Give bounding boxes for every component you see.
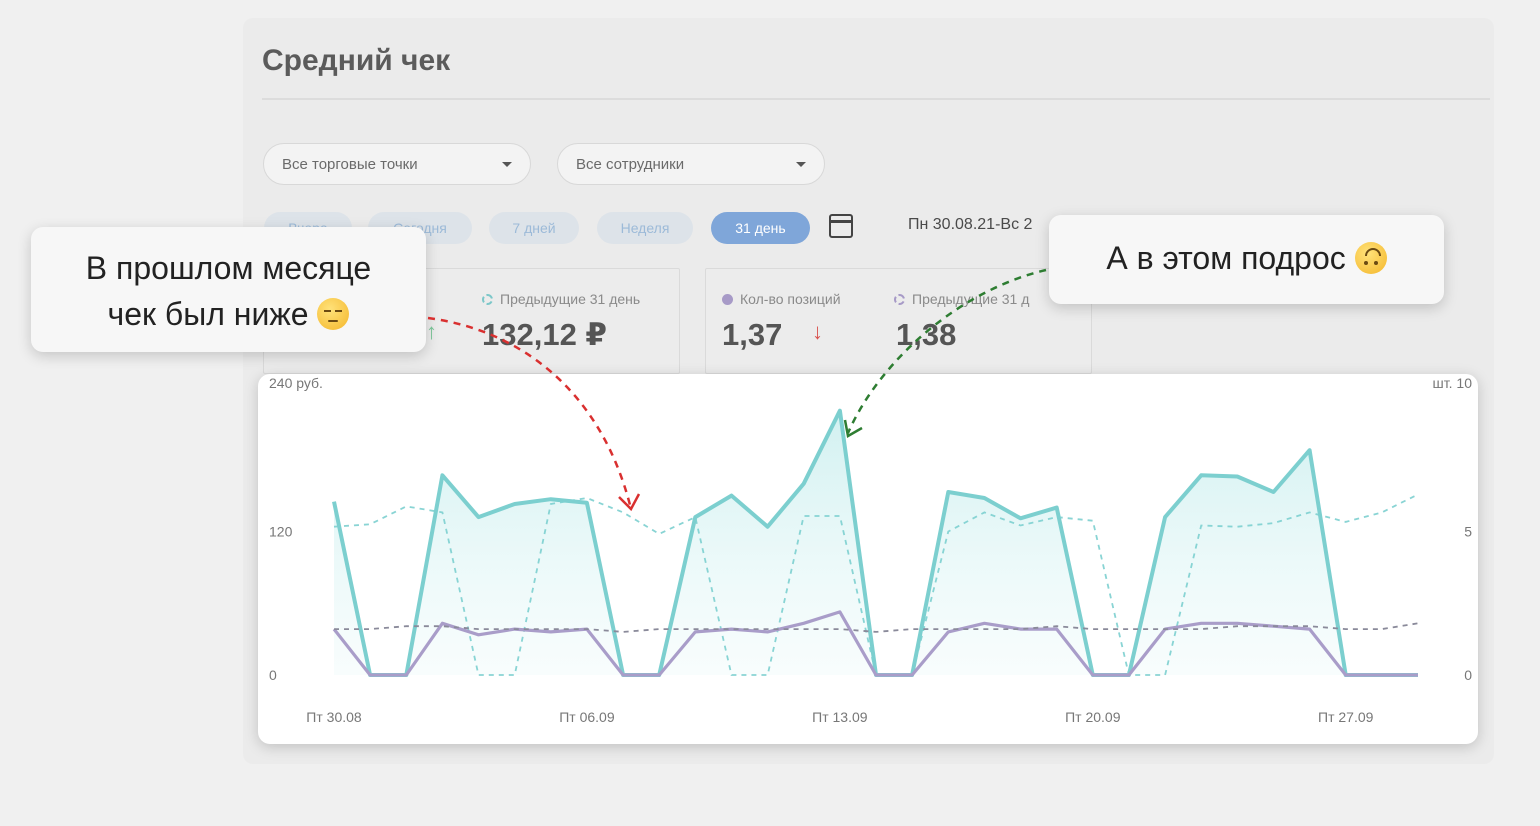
employees-select[interactable]: Все сотрудники: [557, 143, 825, 185]
x-tick-label: Пт 20.09: [1065, 709, 1121, 725]
check-prev-label: Предыдущие 31 день: [482, 291, 640, 307]
dashed-ring-icon: [894, 293, 905, 305]
caret-down-icon: [502, 161, 512, 167]
arrow-up-icon: ↑: [426, 319, 437, 344]
purple-dot-icon: [722, 293, 733, 305]
tab-31-days[interactable]: 31 день: [711, 212, 810, 244]
calendar-icon[interactable]: [829, 214, 853, 238]
y-left-tick-label: 0: [269, 667, 277, 683]
callout-left-line1: В прошлом месяце: [85, 250, 372, 286]
positions-value: 1,37: [722, 317, 783, 352]
tab-label: 31 день: [735, 220, 786, 236]
check-prev-value: 132,12 ₽: [482, 317, 607, 352]
unamused-face-icon: [317, 298, 350, 330]
arrow-down-icon: ↓: [812, 319, 823, 344]
positions-card: Кол-во позиций 1,37 ↓ Предыдущие 31 д 1,…: [705, 268, 1092, 374]
x-tick-label: Пт 27.09: [1318, 709, 1374, 725]
callout-left-line2-wrap: чек был ниже: [31, 291, 426, 337]
employees-select-value: Все сотрудники: [576, 155, 685, 173]
x-tick-label: Пт 13.09: [812, 709, 868, 725]
page-title: Средний чек: [262, 44, 451, 77]
y-left-tick-label: 240 руб.: [269, 375, 323, 391]
tab-week[interactable]: Неделя: [597, 212, 693, 244]
positions-label-text: Кол-во позиций: [740, 291, 841, 307]
tab-label: Неделя: [620, 220, 670, 236]
series-line-previous-positions: [334, 622, 1419, 633]
positions-prev-label-text: Предыдущие 31 д: [912, 291, 1030, 307]
check-prev-label-text: Предыдущие 31 день: [500, 291, 641, 307]
x-tick-label: Пт 06.09: [559, 709, 615, 725]
upside-down-face-icon: [1354, 242, 1387, 274]
series-area-current-check: [334, 410, 1418, 675]
callout-left: В прошлом месяце чек был ниже: [31, 227, 426, 352]
title-divider: [262, 98, 1490, 100]
average-check-chart: 0 120 240 руб. 0 5 шт. 10 Пт 30.08 Пт 06.09 Пт 1…: [269, 375, 1473, 725]
y-right-tick-label: шт. 10: [1433, 375, 1473, 391]
y-left-tick-label: 120: [269, 524, 293, 540]
tab-7-days[interactable]: 7 дней: [489, 212, 579, 244]
y-right-tick-label: 0: [1464, 667, 1472, 683]
outlets-select[interactable]: Все торговые точки: [263, 143, 531, 185]
y-right-tick-label: 5: [1464, 524, 1472, 540]
outlets-select-value: Все торговые точки: [282, 155, 418, 173]
dashed-ring-icon: [482, 293, 493, 305]
callout-left-line2: чек был ниже: [107, 296, 309, 332]
callout-right-text: А в этом подрос: [1106, 240, 1346, 276]
tab-label: 7 дней: [512, 220, 556, 236]
caret-down-icon: [796, 161, 806, 167]
positions-prev-value: 1,38: [896, 317, 957, 352]
x-tick-label: Пт 30.08: [306, 709, 362, 725]
date-range: Пн 30.08.21-Вс 2: [908, 216, 1033, 233]
positions-label: Кол-во позиций: [722, 291, 841, 307]
chart-card: 0 120 240 руб. 0 5 шт. 10 Пт 30.08 Пт 06.09 Пт 1…: [258, 374, 1478, 744]
callout-right: А в этом подрос: [1049, 215, 1444, 304]
